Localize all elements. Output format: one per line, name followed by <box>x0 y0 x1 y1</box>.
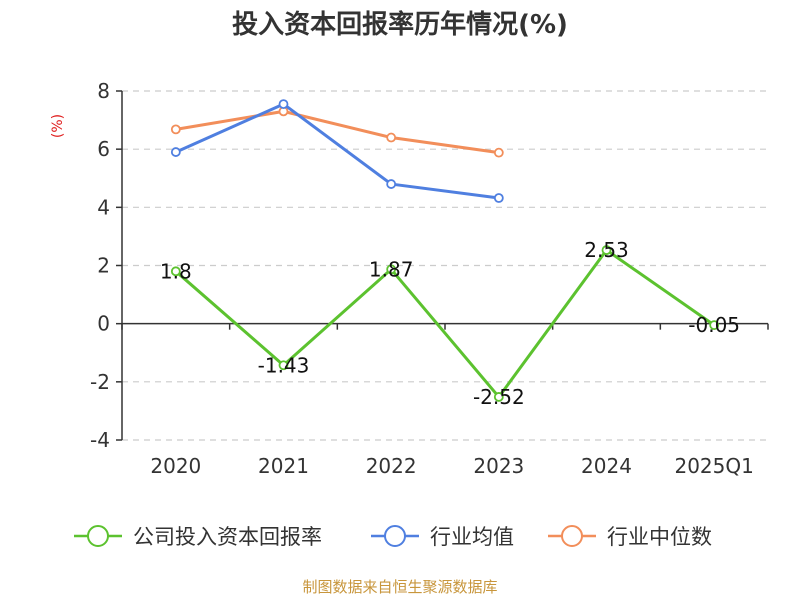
data-point <box>278 99 289 109</box>
data-label: 1.87 <box>369 257 414 281</box>
y-tick-label: -2 <box>90 370 110 394</box>
data-label: -2.52 <box>473 385 525 409</box>
chart-title: 投入资本回报率历年情况(%) <box>232 9 568 40</box>
legend-label: 行业中位数 <box>607 525 712 549</box>
legend-label: 公司投入资本回报率 <box>133 525 322 549</box>
data-label: 1.8 <box>160 259 192 283</box>
x-tick-label: 2023 <box>473 454 524 478</box>
data-point <box>493 392 504 402</box>
axes: 8 6 4 2 0 -2 -4 2020 2021 2022 2023 2024 2025Q1 <box>90 79 769 478</box>
data-point <box>170 266 181 277</box>
x-tick-label: 2020 <box>150 454 201 478</box>
data-point <box>386 179 397 189</box>
legend-marker <box>87 525 109 547</box>
data-point <box>170 147 181 157</box>
y-tick-label: 2 <box>97 254 110 278</box>
grid-lines <box>122 90 768 441</box>
data-labels: 1.8 -1.43 1.87 -2.52 2.53 -0.05 <box>160 238 740 409</box>
x-tick-label: 2021 <box>258 454 309 478</box>
series-line <box>175 109 500 155</box>
data-label: -1.43 <box>258 353 310 377</box>
data-point <box>709 320 720 331</box>
data-point <box>386 264 397 275</box>
series-line <box>175 102 500 200</box>
data-point <box>386 132 397 143</box>
legend-marker <box>384 525 406 547</box>
x-tick-label: 2022 <box>366 454 417 478</box>
legend: 公司投入资本回报率 行业均值 行业中位数 <box>74 525 712 549</box>
series-group <box>170 99 720 402</box>
data-point <box>170 124 181 135</box>
y-tick-label: 6 <box>97 137 110 161</box>
x-tick-label: 2024 <box>581 454 632 478</box>
data-point <box>493 147 504 158</box>
data-point <box>493 193 504 203</box>
y-tick-label: -4 <box>90 428 110 452</box>
y-tick-label: 8 <box>97 79 110 103</box>
legend-marker <box>561 525 583 547</box>
y-tick-label: 0 <box>97 312 110 336</box>
data-label: 2.53 <box>584 238 629 262</box>
legend-label: 行业均值 <box>430 525 514 549</box>
y-axis-unit: (%) <box>50 114 66 138</box>
data-label: -0.05 <box>688 313 740 337</box>
x-tick-label: 2025Q1 <box>674 454 753 478</box>
source-note: 制图数据来自恒生聚源数据库 <box>302 578 497 596</box>
y-tick-label: 4 <box>97 195 110 219</box>
data-point <box>601 245 612 255</box>
data-point <box>278 360 289 371</box>
series-line <box>174 248 716 399</box>
